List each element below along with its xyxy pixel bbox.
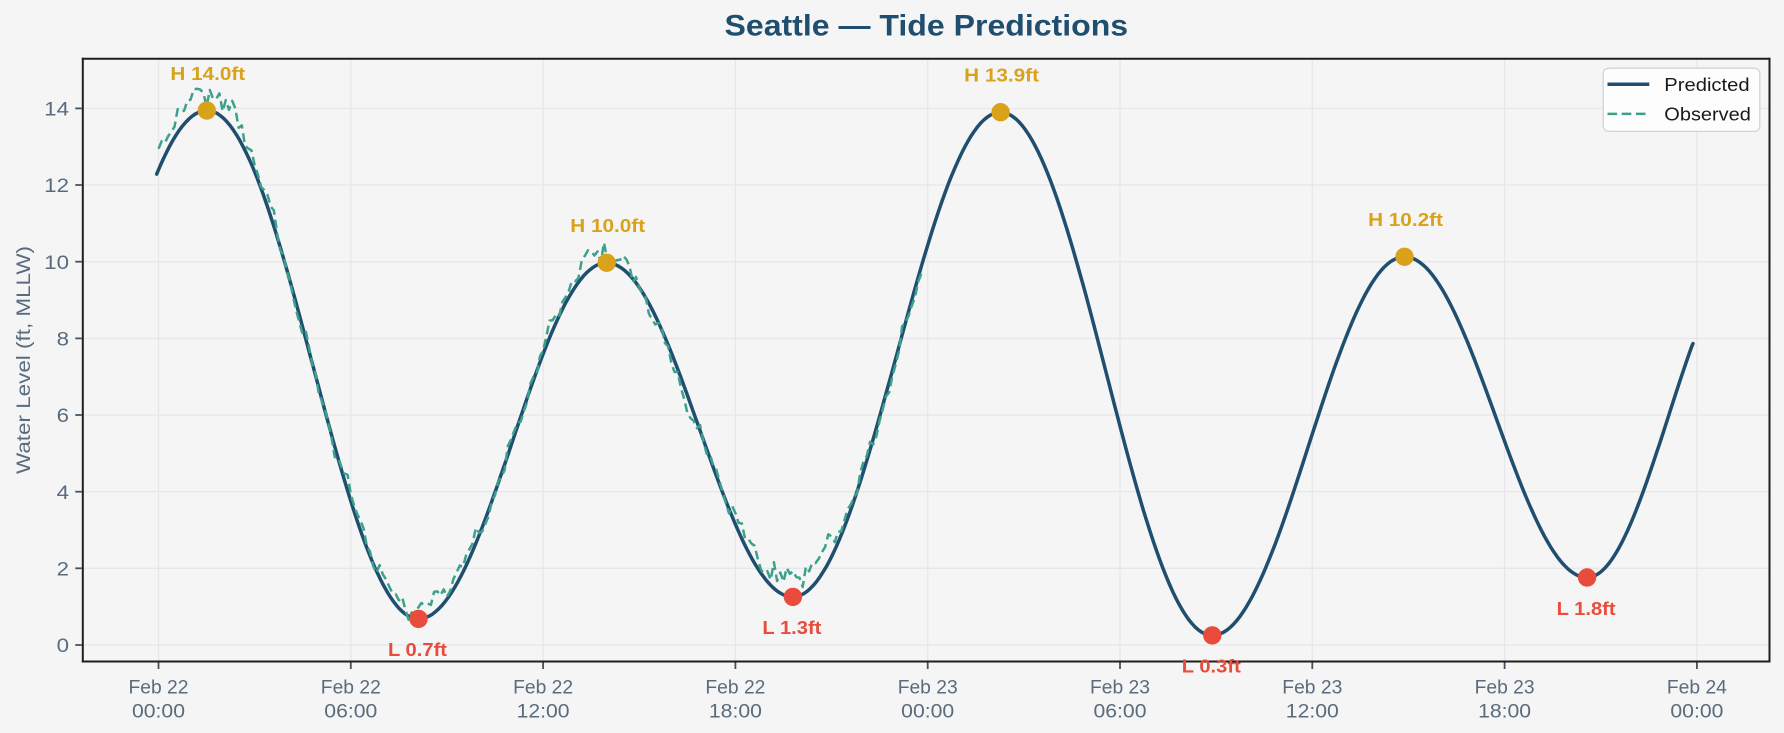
svg-text:Feb 22: Feb 22 — [129, 676, 189, 698]
svg-text:Feb 24: Feb 24 — [1667, 676, 1727, 698]
svg-text:Observed: Observed — [1664, 105, 1751, 125]
svg-text:2: 2 — [57, 559, 69, 581]
svg-text:18:00: 18:00 — [1478, 701, 1531, 723]
svg-text:06:00: 06:00 — [1094, 701, 1147, 723]
svg-text:Feb 22: Feb 22 — [705, 676, 765, 698]
svg-text:18:00: 18:00 — [709, 701, 762, 723]
svg-text:Feb 23: Feb 23 — [1282, 676, 1342, 698]
svg-text:L 1.3ft: L 1.3ft — [762, 618, 821, 638]
svg-text:H 10.0ft: H 10.0ft — [570, 216, 645, 236]
svg-text:L 1.8ft: L 1.8ft — [1557, 599, 1616, 619]
svg-text:14: 14 — [44, 99, 69, 121]
svg-text:10: 10 — [44, 252, 69, 274]
svg-text:Feb 23: Feb 23 — [898, 676, 958, 698]
svg-text:06:00: 06:00 — [324, 701, 377, 723]
svg-text:8: 8 — [57, 329, 69, 351]
svg-text:12:00: 12:00 — [1286, 701, 1339, 723]
svg-text:0: 0 — [57, 635, 69, 657]
svg-text:H 13.9ft: H 13.9ft — [964, 66, 1039, 86]
svg-text:H 10.2ft: H 10.2ft — [1368, 210, 1443, 230]
svg-text:12: 12 — [44, 175, 69, 197]
svg-text:12:00: 12:00 — [517, 701, 570, 723]
svg-text:L 0.3ft: L 0.3ft — [1182, 657, 1241, 677]
svg-text:Feb 22: Feb 22 — [321, 676, 381, 698]
svg-text:H 14.0ft: H 14.0ft — [170, 64, 245, 84]
svg-text:Feb 23: Feb 23 — [1090, 676, 1150, 698]
svg-text:Feb 22: Feb 22 — [513, 676, 573, 698]
svg-text:Feb 23: Feb 23 — [1475, 676, 1535, 698]
svg-text:L 0.7ft: L 0.7ft — [388, 640, 447, 660]
svg-text:Water Level (ft, MLLW): Water Level (ft, MLLW) — [13, 246, 35, 474]
svg-text:Predicted: Predicted — [1664, 75, 1749, 95]
svg-text:4: 4 — [57, 482, 69, 504]
svg-text:00:00: 00:00 — [1670, 701, 1723, 723]
svg-text:Seattle — Tide Predictions: Seattle — Tide Predictions — [725, 9, 1129, 42]
svg-text:00:00: 00:00 — [901, 701, 954, 723]
svg-text:6: 6 — [57, 405, 69, 427]
svg-text:00:00: 00:00 — [132, 701, 185, 723]
